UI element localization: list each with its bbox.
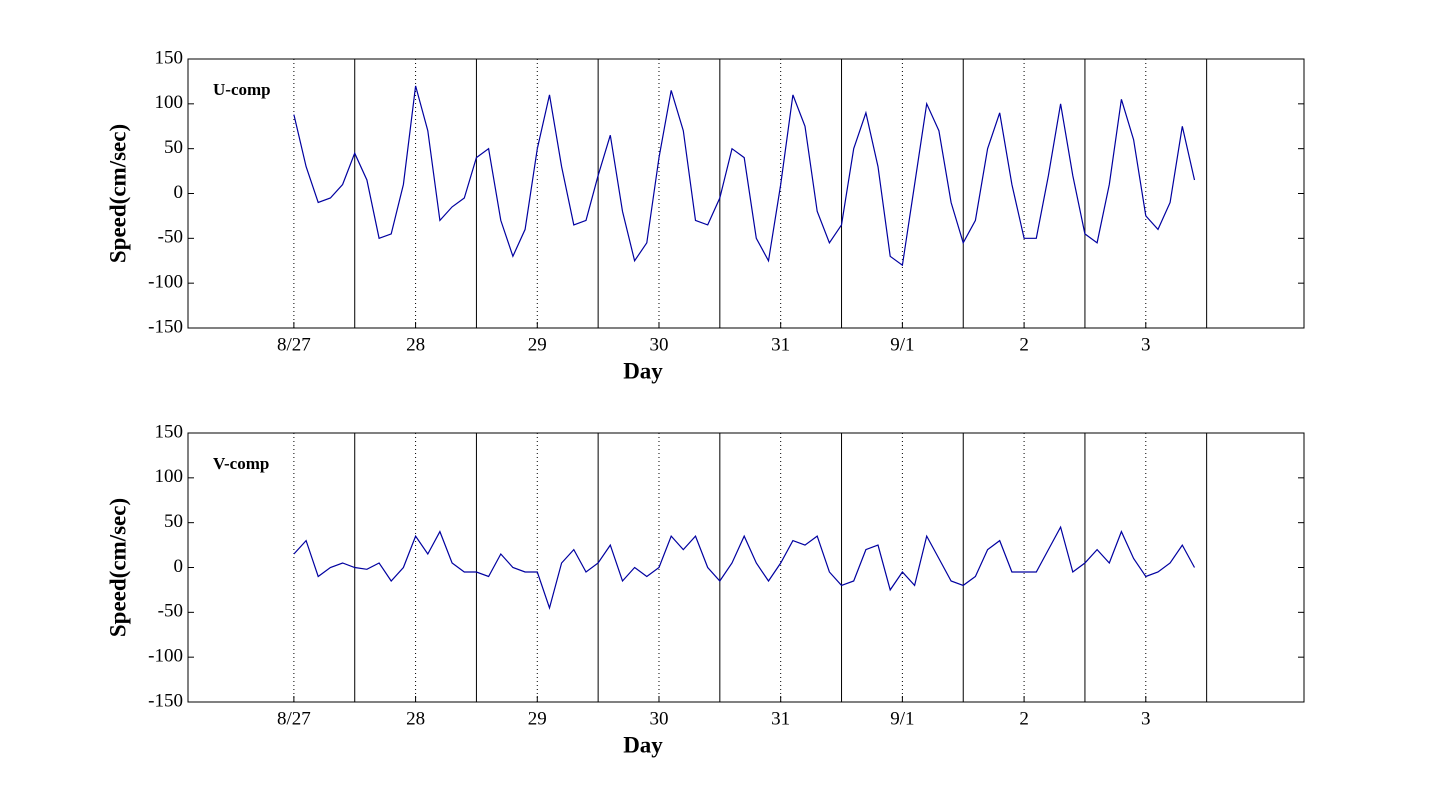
x-tick-label: 3 [1141,334,1151,355]
x-tick-label: 31 [771,708,790,729]
y-tick-label: -50 [158,227,183,248]
x-tick-label: 28 [406,708,425,729]
y-tick-label: -150 [148,690,183,711]
data-line [293,85,1196,267]
y-axis-label: Speed(cm/sec) [105,124,130,263]
x-tick-label: 8/27 [277,334,311,355]
y-tick-label: -100 [148,646,183,667]
y-tick-label: 50 [164,511,183,532]
x-tick-label: 2 [1019,334,1029,355]
y-tick-label: -150 [148,316,183,337]
x-axis-label: Day [623,732,663,757]
y-tick-label: 0 [174,556,184,577]
x-tick-label: 9/1 [890,334,914,355]
x-tick-label: 31 [771,334,790,355]
x-tick-label: 3 [1141,708,1151,729]
x-tick-label: 29 [528,334,547,355]
data-line [293,525,1196,610]
y-tick-label: 100 [155,466,184,487]
y-tick-label: 0 [174,182,184,203]
x-tick-label: 30 [649,708,668,729]
y-axis-label: Speed(cm/sec) [105,498,130,637]
y-tick-label: 100 [155,92,184,113]
x-tick-label: 28 [406,334,425,355]
plot-area [187,432,1305,703]
y-tick-label: -100 [148,272,183,293]
x-tick-label: 29 [528,708,547,729]
plot-area [187,58,1305,329]
panel-label: V-comp [213,454,269,473]
x-axis-label: Day [623,358,663,383]
panel-label: U-comp [213,80,271,99]
y-tick-label: 150 [155,47,184,68]
y-tick-label: 150 [155,421,184,442]
x-tick-label: 9/1 [890,708,914,729]
y-tick-label: 50 [164,137,183,158]
x-tick-label: 2 [1019,708,1029,729]
x-tick-label: 30 [649,334,668,355]
x-tick-label: 8/27 [277,708,311,729]
y-tick-label: -50 [158,601,183,622]
